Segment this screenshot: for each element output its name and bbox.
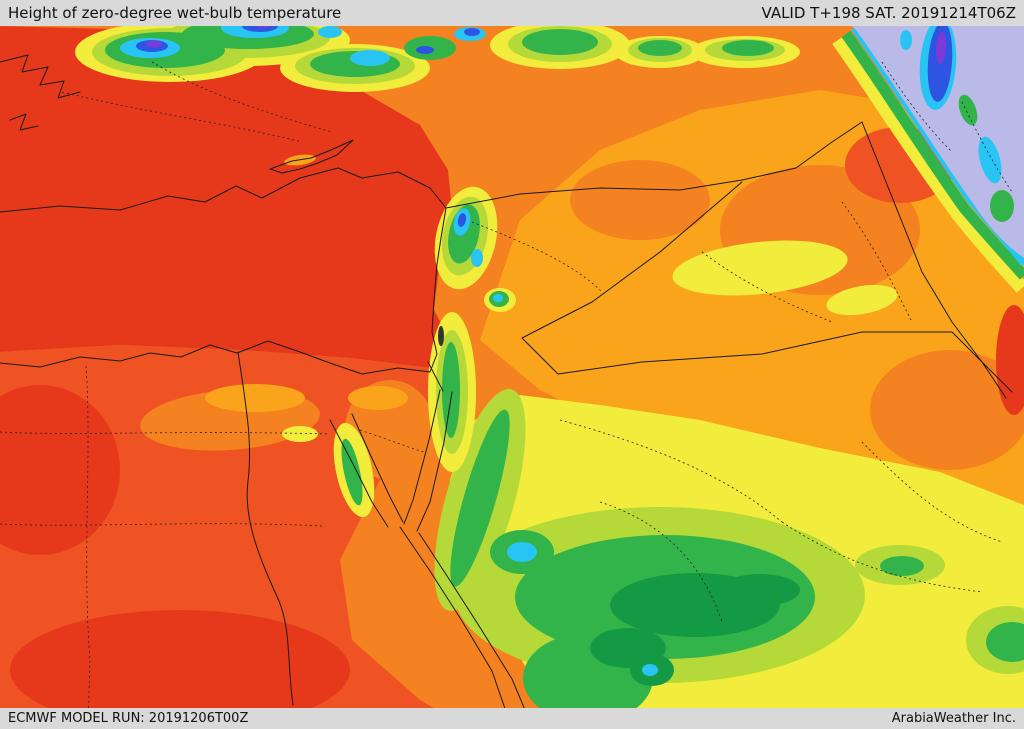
header-bar: Height of zero-degree wet-bulb temperatu…: [0, 0, 1024, 26]
dead-sea: [438, 326, 444, 346]
model-run-label: ECMWF MODEL RUN: 20191206T00Z: [8, 711, 249, 726]
map-title: Height of zero-degree wet-bulb temperatu…: [8, 4, 342, 22]
coastlines: [0, 54, 534, 729]
branding-label: ArabiaWeather Inc.: [891, 711, 1016, 726]
valid-time: VALID T+198 SAT. 20191214T06Z: [761, 4, 1016, 22]
footer-bar: ECMWF MODEL RUN: 20191206T00Z ArabiaWeat…: [0, 708, 1024, 729]
country-borders: [427, 121, 1013, 399]
admin-borders: [0, 61, 1013, 729]
